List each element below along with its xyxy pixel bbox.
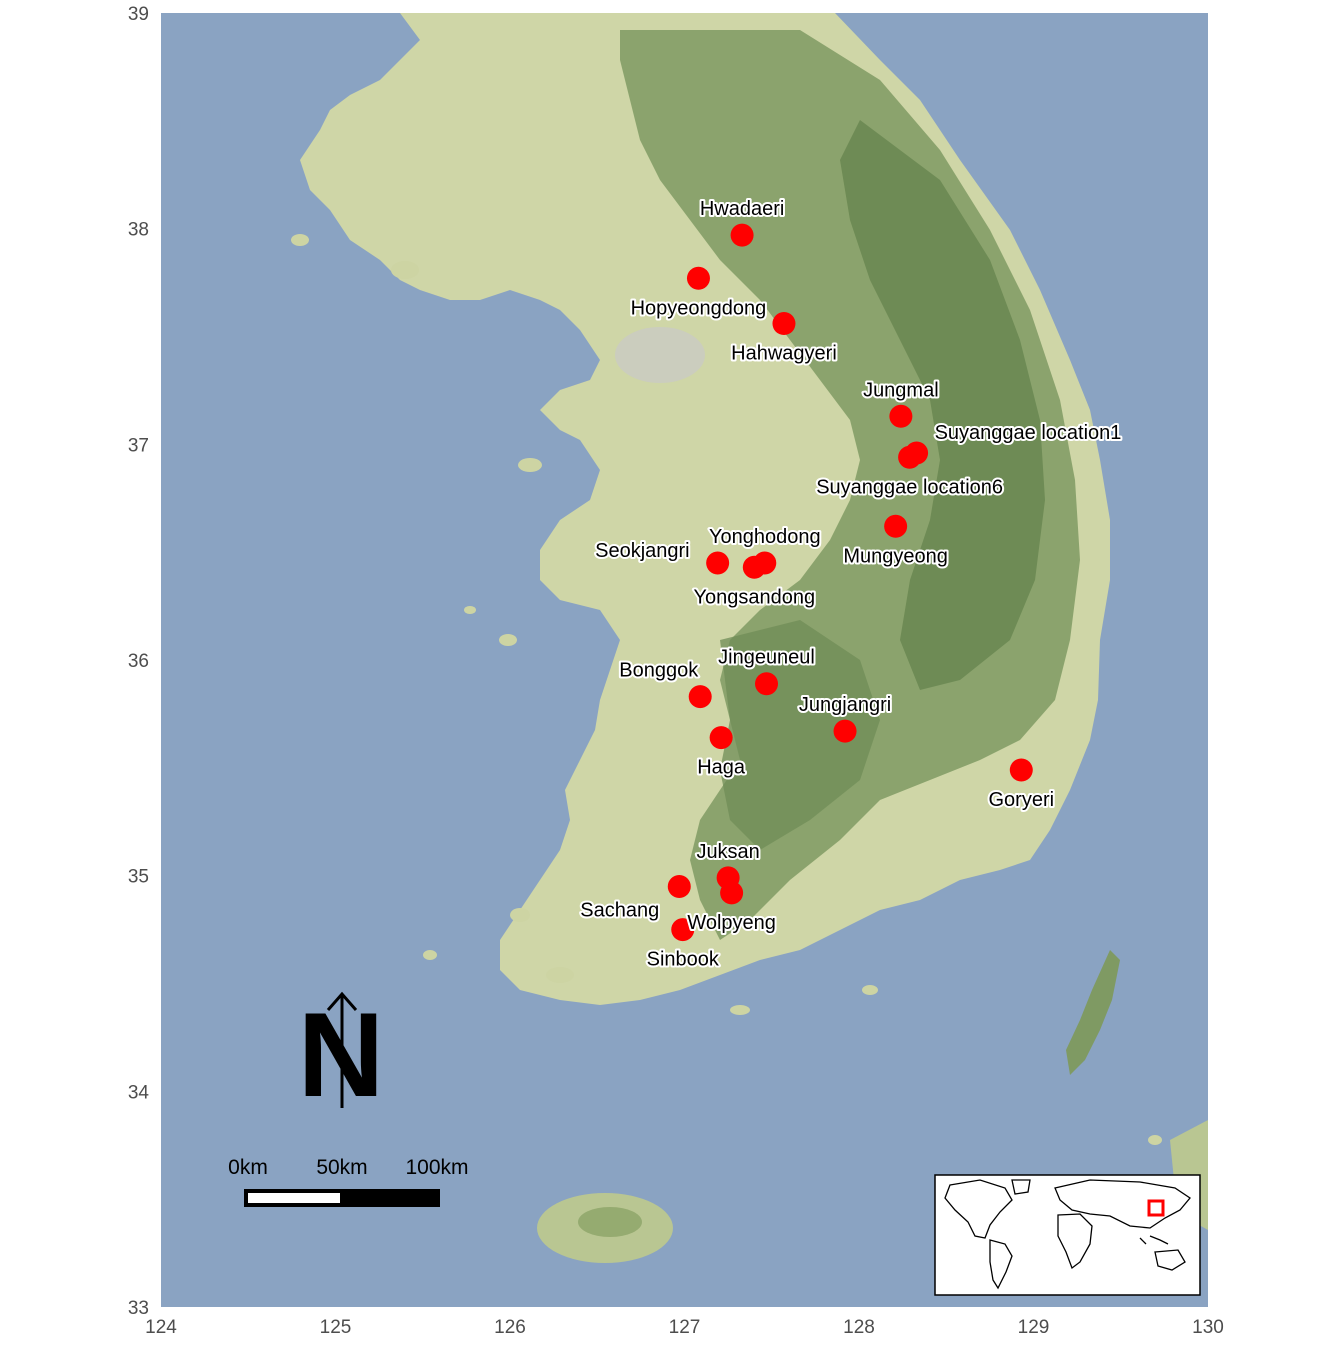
site-label: Goryeri bbox=[988, 789, 1054, 811]
mountain-highlands bbox=[840, 120, 1045, 690]
site-label: Sachang bbox=[580, 899, 659, 921]
site-point bbox=[688, 685, 712, 709]
x-tick-label: 129 bbox=[1018, 1317, 1050, 1338]
site-label: Wolpyeng bbox=[687, 912, 776, 934]
scale-label: 50km bbox=[316, 1156, 367, 1179]
site-label: Jungmal bbox=[863, 379, 939, 401]
site-label: Suyanggae location1 bbox=[935, 422, 1122, 444]
x-tick-label: 126 bbox=[494, 1317, 526, 1338]
site-point bbox=[742, 555, 766, 579]
x-tick-label: 125 bbox=[320, 1317, 352, 1338]
site-label: Juksan bbox=[696, 841, 759, 863]
scale-bar: 0km 50km 100km bbox=[228, 1156, 469, 1207]
site-label: Jungjangri bbox=[799, 694, 891, 716]
islands bbox=[291, 234, 1162, 1145]
x-axis-ticks: 124 125 126 127 128 129 130 bbox=[145, 1317, 1224, 1338]
site-point bbox=[1009, 758, 1033, 782]
seoul-urban-area bbox=[615, 327, 705, 383]
y-axis-ticks: 33 34 35 36 37 38 39 bbox=[128, 4, 150, 1319]
inset-world-map bbox=[934, 1174, 1201, 1296]
y-tick-label: 38 bbox=[128, 220, 149, 241]
site-label: Hahwagyeri bbox=[731, 343, 837, 365]
x-tick-label: 130 bbox=[1192, 1317, 1224, 1338]
site-label: Hopyeongdong bbox=[631, 297, 767, 319]
site-label: Suyanggae location6 bbox=[816, 476, 1003, 498]
site-label: Bonggok bbox=[619, 660, 699, 682]
site-point bbox=[671, 918, 695, 942]
scale-bar-segment-2 bbox=[340, 1189, 440, 1207]
y-tick-label: 35 bbox=[128, 867, 149, 888]
north-arrow: N bbox=[298, 988, 385, 1122]
x-tick-label: 124 bbox=[145, 1317, 177, 1338]
site-point bbox=[686, 266, 710, 290]
scale-bar-segment-1 bbox=[244, 1189, 344, 1207]
site-point bbox=[833, 719, 857, 743]
x-tick-label: 128 bbox=[843, 1317, 875, 1338]
site-points bbox=[667, 223, 1033, 942]
site-label: Yongsandong bbox=[693, 586, 815, 608]
site-label: Mungyeong bbox=[843, 545, 948, 567]
tsushima-island bbox=[1066, 950, 1120, 1075]
site-point bbox=[772, 312, 796, 336]
site-point bbox=[720, 881, 744, 905]
site-point bbox=[709, 726, 733, 750]
site-label: Yonghodong bbox=[709, 526, 821, 548]
y-tick-label: 33 bbox=[128, 1298, 149, 1319]
site-label: Seokjangri bbox=[595, 540, 690, 562]
y-tick-label: 34 bbox=[128, 1082, 150, 1103]
site-point bbox=[884, 514, 908, 538]
site-label: Sinbook bbox=[647, 949, 720, 971]
site-label: Haga bbox=[697, 757, 746, 779]
site-point bbox=[730, 223, 754, 247]
site-point bbox=[706, 551, 730, 575]
scale-label: 100km bbox=[405, 1156, 468, 1179]
y-tick-label: 39 bbox=[128, 4, 149, 25]
x-tick-label: 127 bbox=[669, 1317, 701, 1338]
site-point bbox=[667, 874, 691, 898]
inset-korea-marker bbox=[1147, 1199, 1165, 1217]
site-point bbox=[755, 672, 779, 696]
basemap-terrain bbox=[161, 13, 1208, 1263]
site-label: Jingeuneul bbox=[718, 647, 815, 669]
site-labels: Hwadaeri Hopyeongdong Hahwagyeri Jungmal Suy… bbox=[578, 196, 1123, 972]
site-point bbox=[898, 445, 922, 469]
y-tick-label: 36 bbox=[128, 651, 149, 672]
site-point bbox=[889, 404, 913, 428]
scale-label: 0km bbox=[228, 1156, 268, 1179]
y-tick-label: 37 bbox=[128, 435, 149, 456]
site-label: Hwadaeri bbox=[700, 198, 784, 220]
